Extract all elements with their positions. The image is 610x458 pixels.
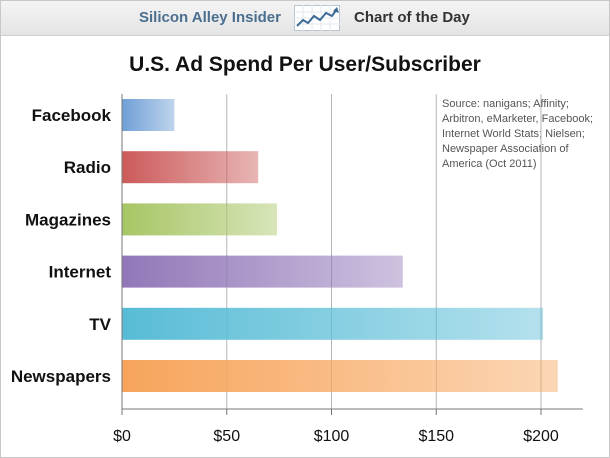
x-tick-label: $100 <box>314 428 350 445</box>
category-label: Magazines <box>25 210 111 229</box>
bar-facebook <box>122 99 175 131</box>
brand-name: Silicon Alley Insider <box>139 9 281 26</box>
source-note: Source: nanigans; Affinity; Arbitron, eM… <box>442 98 594 170</box>
header-bar: Silicon Alley Insider Chart of the Day <box>1 1 609 36</box>
category-label: Newspapers <box>11 367 111 386</box>
category-label: TV <box>89 315 111 334</box>
x-tick-label: $50 <box>213 428 240 445</box>
chart-title: U.S. Ad Spend Per User/Subscriber <box>129 53 481 76</box>
bar-radio <box>122 151 259 184</box>
x-tick-label: $150 <box>418 428 454 445</box>
trend-line-icon <box>294 5 340 31</box>
category-label: Facebook <box>32 106 112 125</box>
x-tick-label: $200 <box>523 428 559 445</box>
x-tick-label: $0 <box>113 428 131 445</box>
category-label: Radio <box>64 158 111 177</box>
section-title: Chart of the Day <box>354 9 470 26</box>
category-label: Internet <box>49 263 112 282</box>
bar-tv <box>122 307 544 340</box>
bar-newspapers <box>122 360 558 392</box>
bar-magazines <box>122 203 278 236</box>
bar-internet <box>122 255 403 288</box>
